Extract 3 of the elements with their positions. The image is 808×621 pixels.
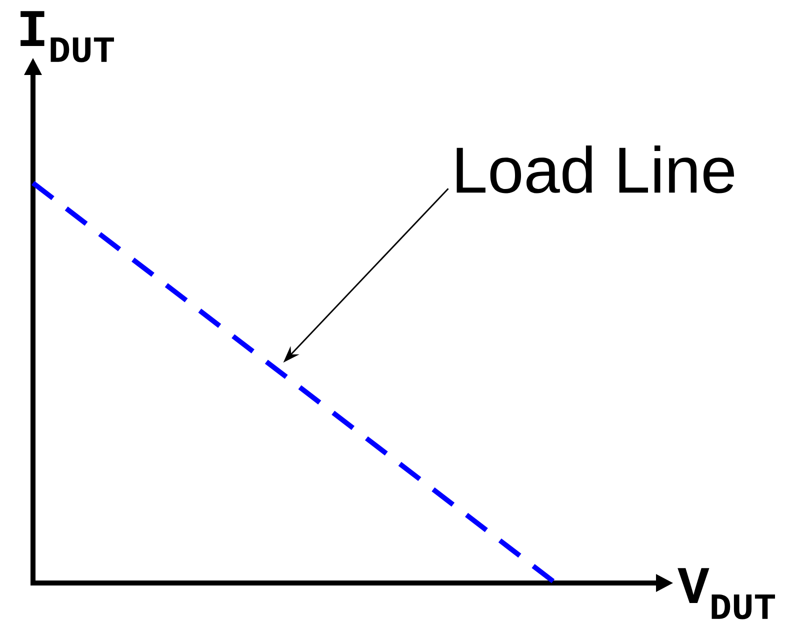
text: Load Line	[456, 146, 734, 194]
x-axis-title: V$_{DUT}$	[678, 568, 776, 620]
y-axis-title: I$_{DUT}$	[20, 11, 114, 62]
